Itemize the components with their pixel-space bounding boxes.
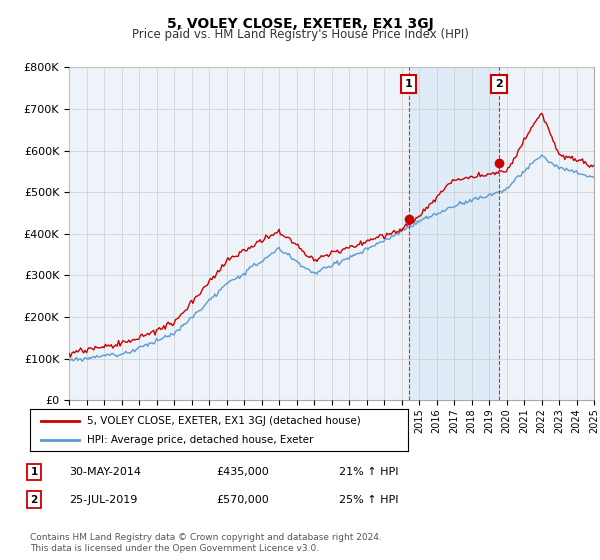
Text: 25-JUL-2019: 25-JUL-2019 (69, 494, 137, 505)
Text: 2: 2 (495, 79, 503, 89)
Text: 5, VOLEY CLOSE, EXETER, EX1 3GJ (detached house): 5, VOLEY CLOSE, EXETER, EX1 3GJ (detache… (87, 416, 361, 426)
Text: Contains HM Land Registry data © Crown copyright and database right 2024.
This d: Contains HM Land Registry data © Crown c… (30, 533, 382, 553)
Text: 30-MAY-2014: 30-MAY-2014 (69, 467, 141, 477)
Text: 25% ↑ HPI: 25% ↑ HPI (339, 494, 398, 505)
Text: £435,000: £435,000 (216, 467, 269, 477)
Text: 5, VOLEY CLOSE, EXETER, EX1 3GJ: 5, VOLEY CLOSE, EXETER, EX1 3GJ (167, 17, 433, 31)
Text: 2: 2 (31, 494, 38, 505)
Text: Price paid vs. HM Land Registry's House Price Index (HPI): Price paid vs. HM Land Registry's House … (131, 28, 469, 41)
Text: £570,000: £570,000 (216, 494, 269, 505)
Text: HPI: Average price, detached house, Exeter: HPI: Average price, detached house, Exet… (87, 435, 313, 445)
Text: 1: 1 (31, 467, 38, 477)
Text: 21% ↑ HPI: 21% ↑ HPI (339, 467, 398, 477)
Bar (409, 67, 499, 400)
Text: 1: 1 (405, 79, 413, 89)
